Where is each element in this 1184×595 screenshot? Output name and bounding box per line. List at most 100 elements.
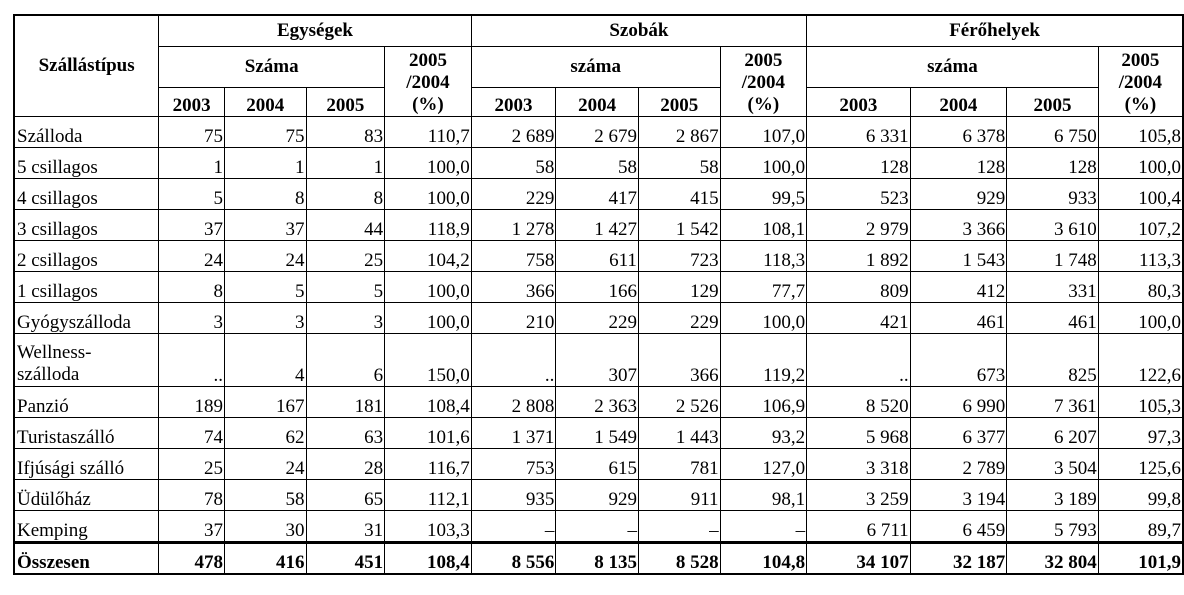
- table-cell: 5: [223, 271, 307, 303]
- row-label: Ifjúsági szálló: [13, 448, 160, 480]
- table-cell: 74: [158, 417, 225, 449]
- year-header: 2005: [1006, 86, 1099, 118]
- table-cell: 37: [223, 209, 307, 241]
- table-cell: 100,0: [719, 302, 808, 334]
- table-cell: 28: [305, 448, 386, 480]
- table-cell: 911: [637, 479, 721, 511]
- table-cell: 523: [806, 178, 911, 210]
- row-label: 4 csillagos: [13, 178, 160, 210]
- table-cell: 753: [470, 448, 557, 480]
- table-cell: 101,6: [384, 417, 472, 449]
- table-cell: –: [637, 510, 721, 543]
- table-cell: 366: [637, 333, 721, 387]
- table-cell: 307: [555, 333, 639, 387]
- table-cell: 929: [909, 178, 1008, 210]
- table-cell: 415: [637, 178, 721, 210]
- table-cell: 150,0: [384, 333, 472, 387]
- row-label: Turistaszálló: [13, 417, 160, 449]
- table-cell: 3 504: [1006, 448, 1099, 480]
- pct-header-units: 2005 /2004 (%): [384, 46, 472, 117]
- table-cell: 118,9: [384, 209, 472, 241]
- table-cell: 6 750: [1006, 116, 1099, 148]
- total-cell: 101,9: [1097, 541, 1184, 575]
- table-cell: ..: [158, 333, 225, 387]
- table-cell: 3: [305, 302, 386, 334]
- table-cell: 611: [555, 240, 639, 272]
- table-cell: 2 689: [470, 116, 557, 148]
- table-cell: 63: [305, 417, 386, 449]
- pct-line3: (%): [412, 94, 444, 115]
- total-cell: 8 528: [637, 541, 721, 575]
- total-cell: 478: [158, 541, 225, 575]
- row-label: Szálloda: [13, 116, 160, 148]
- table-body: Szálloda 75 75 83 110,7 2 689 2 679 2 867 107,0 6…: [13, 116, 1184, 575]
- row-label: 2 csillagos: [13, 240, 160, 272]
- table-cell: 210: [470, 302, 557, 334]
- table-cell: 58: [223, 479, 307, 511]
- table-cell: ..: [806, 333, 911, 387]
- table-cell: 3 366: [909, 209, 1008, 241]
- table-cell: 100,0: [1097, 302, 1184, 334]
- group-header-units: Egységek: [158, 14, 472, 47]
- table-cell: 80,3: [1097, 271, 1184, 303]
- year-header: 2004: [555, 86, 639, 118]
- table-cell: 3 189: [1006, 479, 1099, 511]
- total-cell: 108,4: [384, 541, 472, 575]
- table-cell: 119,2: [719, 333, 808, 387]
- table-cell: 2 363: [555, 386, 639, 418]
- total-cell: 451: [305, 541, 386, 575]
- table-cell: 166: [555, 271, 639, 303]
- table-cell: 128: [1006, 147, 1099, 179]
- table-cell: 108,1: [719, 209, 808, 241]
- pct-line3: (%): [1124, 94, 1157, 115]
- table-row: 3 csillagos 37 37 44 118,9 1 278 1 427 1 542 108…: [13, 209, 1184, 241]
- table-row: Turistaszálló 74 62 63 101,6 1 371 1 549 1 443 9…: [13, 417, 1184, 449]
- row-label: 3 csillagos: [13, 209, 160, 241]
- table-cell: 62: [223, 417, 307, 449]
- count-label-units: Száma: [158, 46, 386, 88]
- table-cell: 93,2: [719, 417, 808, 449]
- table-cell: 825: [1006, 333, 1099, 387]
- table-cell: 65: [305, 479, 386, 511]
- table-cell: 122,6: [1097, 333, 1184, 387]
- table-cell: 189: [158, 386, 225, 418]
- year-header: 2004: [223, 86, 307, 118]
- table-cell: 103,3: [384, 510, 472, 543]
- total-cell: 8 135: [555, 541, 639, 575]
- table-cell: 44: [305, 209, 386, 241]
- row-label: Üdülőház: [13, 479, 160, 511]
- table-cell: 24: [223, 240, 307, 272]
- table-cell: 58: [555, 147, 639, 179]
- table-row: 2 csillagos 24 24 25 104,2 758 611 723 118,3 1 89…: [13, 240, 1184, 272]
- table-cell: 2 679: [555, 116, 639, 148]
- pct-line2: /2004: [1118, 72, 1163, 93]
- table-cell: 105,8: [1097, 116, 1184, 148]
- table-cell: 58: [470, 147, 557, 179]
- table-cell: 3: [223, 302, 307, 334]
- table-row: 4 csillagos 5 8 8 100,0 229 417 415 99,5 523 929 93…: [13, 178, 1184, 210]
- table-cell: 89,7: [1097, 510, 1184, 543]
- table-cell: 100,0: [384, 147, 472, 179]
- total-cell: 34 107: [806, 541, 911, 575]
- table-cell: 1: [158, 147, 225, 179]
- table-cell: 229: [555, 302, 639, 334]
- table-cell: 1 443: [637, 417, 721, 449]
- table-cell: 421: [806, 302, 911, 334]
- year-header: 2003: [158, 86, 225, 118]
- total-row: Összesen 478 416 451 108,4 8 556 8 135 8 528 104…: [13, 541, 1184, 575]
- table-cell: 6 331: [806, 116, 911, 148]
- table-cell: 1: [305, 147, 386, 179]
- table-row: Ifjúsági szálló 25 24 28 116,7 753 615 781 127,0…: [13, 448, 1184, 480]
- table-cell: 25: [305, 240, 386, 272]
- table-cell: 77,7: [719, 271, 808, 303]
- table-cell: 25: [158, 448, 225, 480]
- table-cell: 6 990: [909, 386, 1008, 418]
- table-cell: 125,6: [1097, 448, 1184, 480]
- count-label-beds: száma: [806, 46, 1099, 88]
- pct-line1: 2005: [408, 50, 447, 71]
- table-cell: 3: [158, 302, 225, 334]
- table-cell: 933: [1006, 178, 1099, 210]
- table-row: 1 csillagos 8 5 5 100,0 366 166 129 77,7 809 412 33…: [13, 271, 1184, 303]
- table-cell: 107,2: [1097, 209, 1184, 241]
- table-cell: 112,1: [384, 479, 472, 511]
